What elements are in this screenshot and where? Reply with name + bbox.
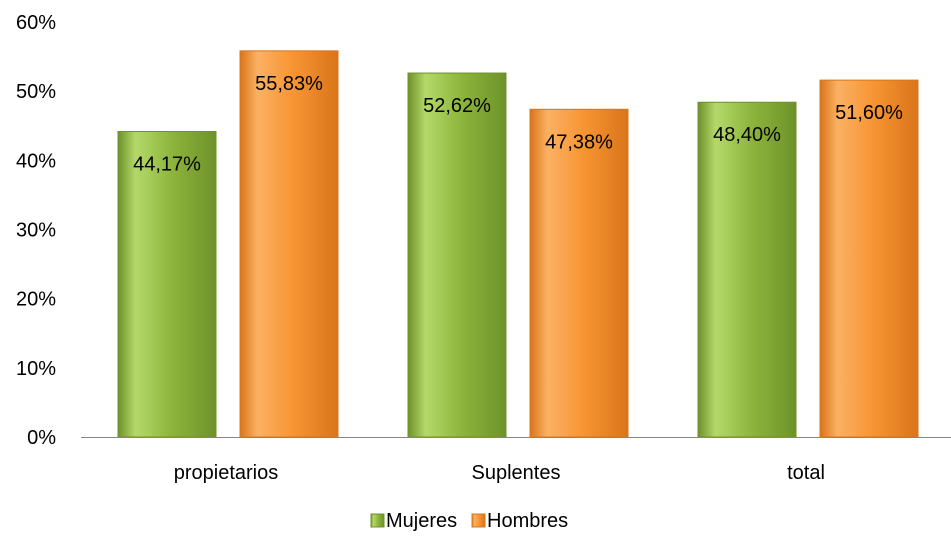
data-label: 48,40% [713,124,781,146]
legend-label-hombres: Hombres [487,510,568,532]
x-tick-label: propietarios [174,462,279,484]
y-tick-label: 0% [27,427,56,449]
legend-label-mujeres: Mujeres [386,510,457,532]
data-label: 44,17% [133,153,201,175]
bar-mujeres-suplentes [407,72,507,438]
bar-mujeres-propietarios [117,130,217,438]
legend-swatch-mujeres [370,513,385,528]
x-tick-label: total [787,462,825,484]
data-label: 55,83% [255,73,323,95]
y-tick-label: 20% [16,289,56,311]
y-tick-label: 10% [16,358,56,380]
bar-hombres-total [819,79,919,438]
data-label: 47,38% [545,131,613,153]
bars [117,50,919,438]
x-tick-label: Suplentes [472,462,561,484]
data-label: 52,62% [423,95,491,117]
x-axis: propietarios Suplentes total [81,437,951,484]
bar-mujeres-total [697,101,797,438]
legend-swatch-hombres [471,513,486,528]
y-tick-label: 30% [16,220,56,242]
data-labels: 44,17% 55,83% 52,62% 47,38% 48,40% 51,60% [133,73,903,176]
bar-hombres-suplentes [529,108,629,438]
legend: Mujeres Hombres [370,510,568,532]
bar-hombres-propietarios [239,50,339,438]
y-tick-label: 50% [16,81,56,103]
data-label: 51,60% [835,102,903,124]
y-tick-label: 40% [16,150,56,172]
y-tick-label: 60% [16,12,56,34]
y-axis: 0% 10% 20% 30% 40% 50% 60% [16,12,56,449]
